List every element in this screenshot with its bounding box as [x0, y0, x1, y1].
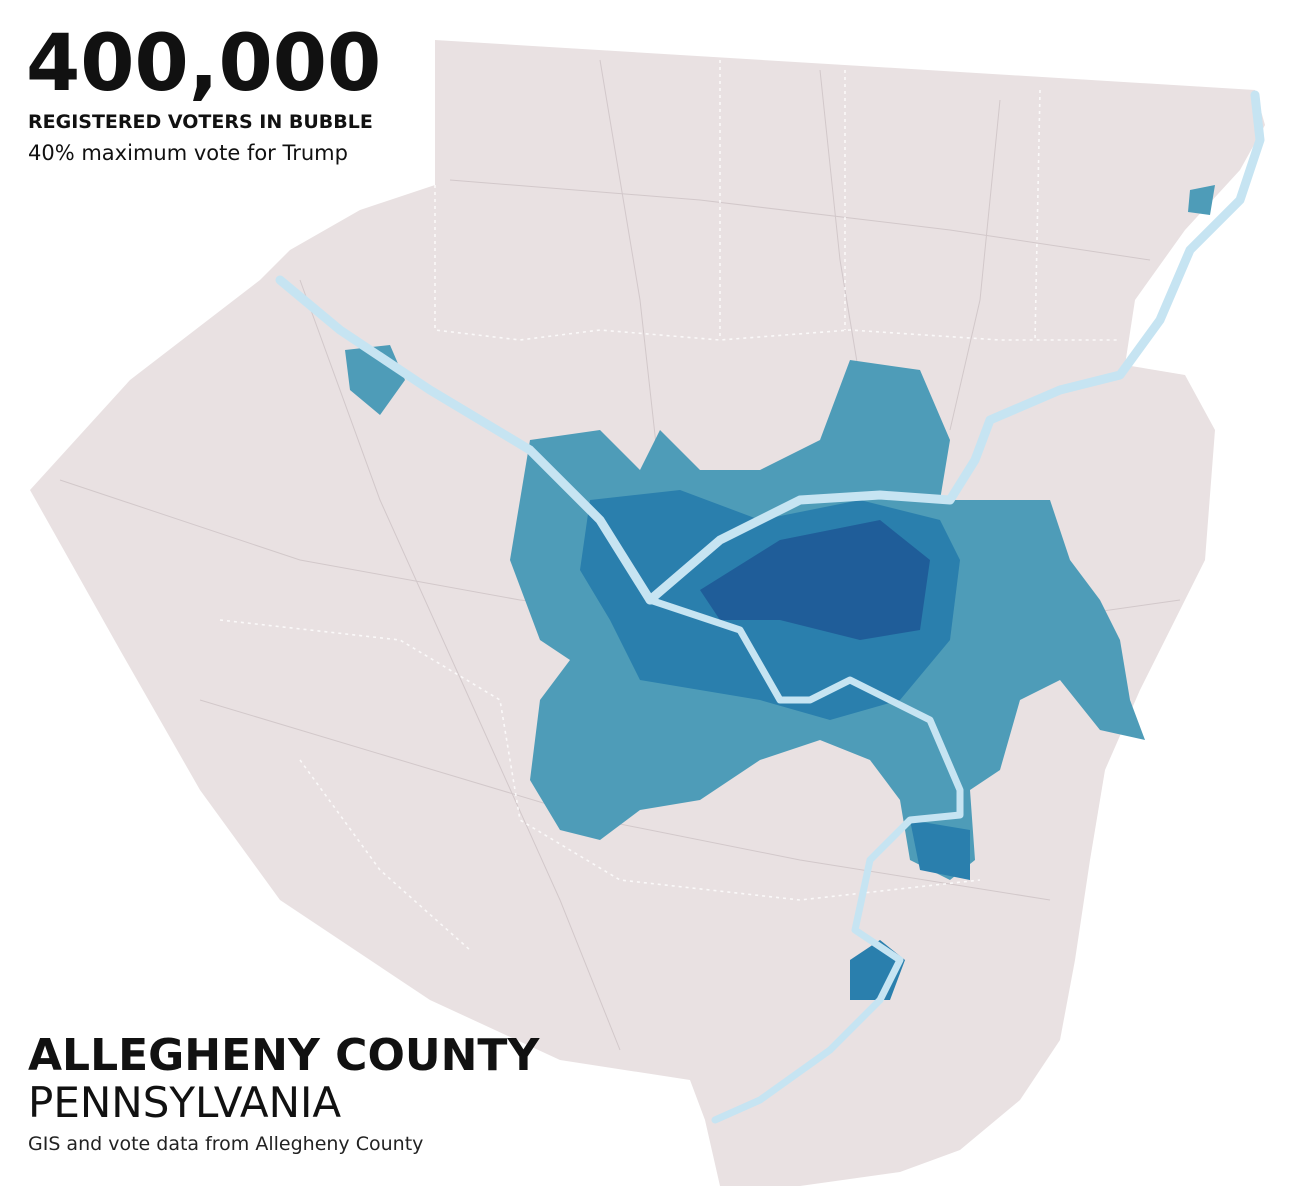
header: 400,000 REGISTERED VOTERS IN BUBBLE 40% … — [26, 19, 381, 165]
vote-bubble — [345, 185, 1215, 1000]
headline-label: REGISTERED VOTERS IN BUBBLE — [28, 111, 373, 133]
state-subtitle: PENNSYLVANIA — [28, 1078, 341, 1127]
headline-number: 400,000 — [26, 19, 381, 109]
source-note: GIS and vote data from Allegheny County — [28, 1133, 423, 1155]
headline-note: 40% maximum vote for Trump — [28, 141, 348, 165]
footer: ALLEGHENY COUNTY PENNSYLVANIA GIS and vo… — [28, 1030, 540, 1155]
rivers — [275, 90, 1265, 1124]
municipal-borders — [219, 60, 1120, 951]
county-title: ALLEGHENY COUNTY — [28, 1030, 540, 1081]
